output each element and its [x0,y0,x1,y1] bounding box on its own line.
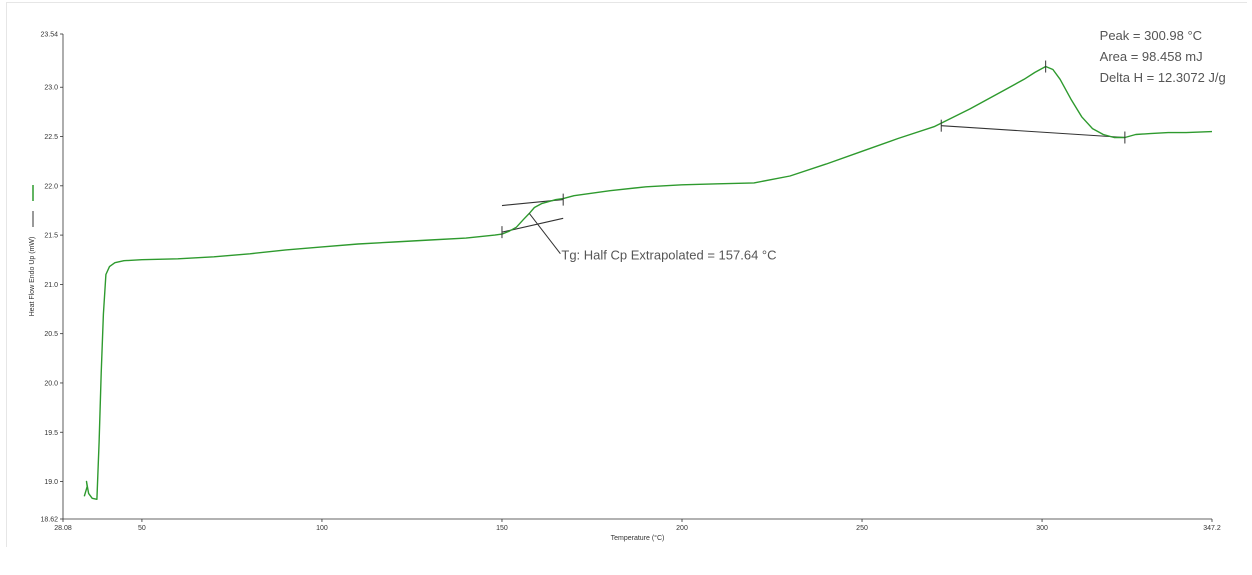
chart-frame: 28.08 50 100 150 200 250 300 347.2 18.62 19.0 19.5… [6,2,1247,547]
x-tick-label: 150 [496,525,508,532]
annotation-text: Tg: Half Cp Extrapolated = 157.64 °C [561,248,776,263]
y-tick-label: 20.0 [44,380,58,387]
annotation-text: Area = 98.458 mJ [1100,49,1203,64]
y-tick-label: 23.54 [40,32,58,39]
y-tick-label: 20.5 [44,331,58,338]
y-tick-label: 18.62 [40,517,58,524]
y-tick-label: 19.0 [44,479,58,486]
x-tick-label: 100 [316,525,328,532]
x-tick-label: 50 [138,525,146,532]
baseline-line [941,125,1125,139]
y-tick-label: 23.0 [44,85,58,92]
y-axis-title: Heat Flow Endo Up (mW) [29,237,36,317]
x-tick-label: 347.2 [1203,525,1221,532]
x-tick-label: 300 [1036,525,1048,532]
x-tick-label: 200 [676,525,688,532]
markers [501,60,1126,239]
y-tick-label: 21.0 [44,282,58,289]
dsc-chart: 28.08 50 100 150 200 250 300 347.2 18.62 19.0 19.5… [29,28,1226,543]
y-tick-label: 22.5 [44,134,58,141]
annotation-text: Peak = 300.98 °C [1100,28,1202,43]
heat-flow-series [83,65,1213,500]
x-tick-label: 250 [856,525,868,532]
x-tick-label: 28.08 [54,525,72,532]
annotation-text: Delta H = 12.3072 J/g [1100,70,1226,85]
annotation-leader [528,213,561,255]
y-tick-label: 21.5 [44,233,58,240]
annotations: Tg: Half Cp Extrapolated = 157.64 °C Peak… [528,28,1226,263]
x-axis-title: Temperature (°C) [611,534,665,542]
baselines [501,125,1125,233]
y-tick-label: 19.5 [44,430,58,437]
axes: 28.08 50 100 150 200 250 300 347.2 18.62 19.0 19.5… [29,32,1221,543]
series [83,65,1213,500]
y-tick-label: 22.0 [44,183,58,190]
